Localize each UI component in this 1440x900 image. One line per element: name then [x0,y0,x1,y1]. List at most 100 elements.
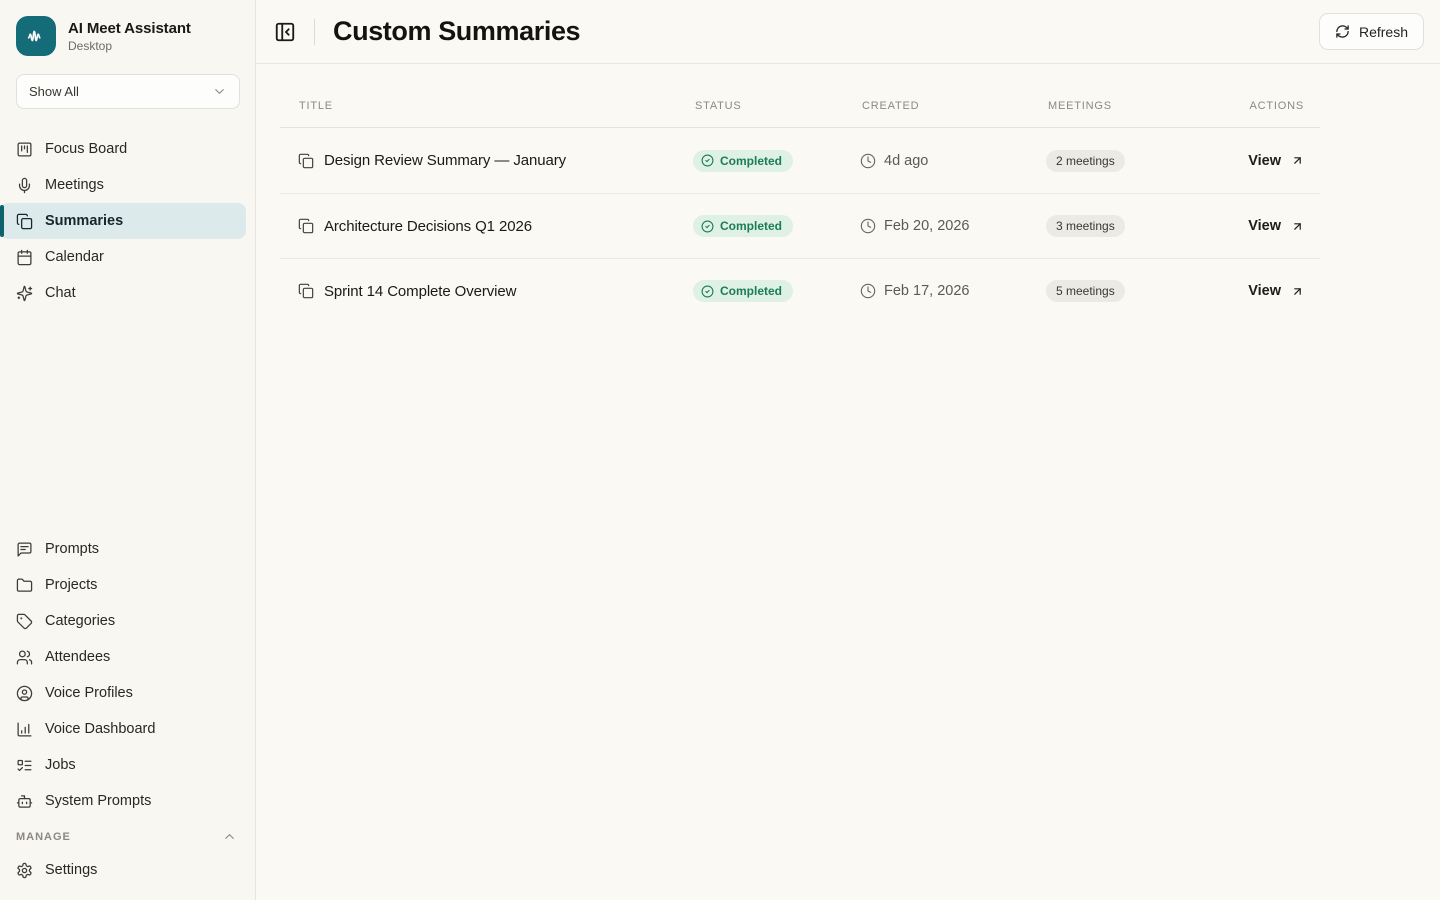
refresh-label: Refresh [1358,23,1408,40]
sidebar-item-focus-board[interactable]: Focus Board [0,131,246,167]
sidebar-item-label: Categories [45,613,116,629]
sidebar: AI Meet Assistant Desktop Show All Focus… [0,0,256,900]
status-text: Completed [720,219,783,233]
meetings-cell: 3 meetings [1046,215,1200,237]
sidebar-item-categories[interactable]: Categories [0,603,246,639]
refresh-button[interactable]: Refresh [1318,13,1424,50]
clock-icon [860,153,876,169]
sidebar-item-label: Attendees [45,649,111,665]
arrow-up-right-icon [1291,285,1304,298]
show-all-value: Show All [29,84,79,99]
chart-column-icon [16,721,33,738]
folder-icon [16,577,33,594]
view-label: View [1248,152,1281,169]
meetings-cell: 2 meetings [1046,149,1200,172]
sidebar-item-label: Voice Dashboard [45,721,156,737]
view-link[interactable]: View [1248,283,1304,299]
check-circle-icon [701,285,714,298]
main-area: Custom Summaries Refresh TITLE STATUS CR… [256,0,1440,900]
sidebar-item-voice-profiles[interactable]: Voice Profiles [0,675,246,711]
sidebar-item-meetings[interactable]: Meetings [0,167,246,203]
app-logo [16,16,56,56]
sidebar-spacer [0,311,255,531]
title-cell: Sprint 14 Complete Overview [280,283,693,300]
waveform-icon [25,25,47,47]
summary-title: Sprint 14 Complete Overview [324,282,517,300]
summaries-table: TITLE STATUS CREATED MEETINGS ACTIONS De… [280,84,1320,323]
view-label: View [1248,218,1281,234]
sidebar-item-label: Prompts [45,541,99,557]
users-icon [16,649,33,666]
created-cell: 4d ago [860,153,1046,169]
column-header-status: STATUS [695,99,742,112]
copy-icon [16,213,33,230]
show-all-select[interactable]: Show All [16,74,240,109]
check-circle-icon [701,154,714,167]
created-cell: Feb 20, 2026 [860,218,1046,234]
sparkles-icon [16,285,33,302]
sidebar-item-label: Projects [45,577,98,593]
sidebar-item-summaries[interactable]: Summaries [0,203,246,239]
table-row: Sprint 14 Complete Overview Completed Fe… [280,258,1320,323]
chevron-down-icon [212,84,227,99]
sidebar-item-chat[interactable]: Chat [0,275,246,311]
sidebar-item-label: Summaries [45,213,124,229]
view-link[interactable]: View [1248,153,1304,169]
app-title: AI Meet Assistant [68,19,191,37]
status-cell: Completed [693,149,860,172]
sidebar-item-system-prompts[interactable]: System Prompts [0,783,246,819]
sidebar-item-voice-dashboard[interactable]: Voice Dashboard [0,711,246,747]
status-badge: Completed [693,215,794,237]
sidebar-item-label: Meetings [45,177,104,193]
calendar-icon [16,249,33,266]
app-subtitle: Desktop [68,38,113,53]
actions-cell: View [1200,283,1320,299]
created-date: 4d ago [884,152,929,169]
summary-title: Design Review Summary — January [324,152,566,169]
status-cell: Completed [693,280,860,302]
clock-icon [860,283,876,299]
status-cell: Completed [693,215,860,237]
manage-section-header[interactable]: MANAGE [0,819,255,852]
meetings-count-badge: 3 meetings [1046,215,1125,237]
view-link[interactable]: View [1248,218,1304,234]
column-header-title: TITLE [299,99,333,112]
user-circle-icon [16,685,33,702]
brand-text: AI Meet Assistant Desktop [68,20,191,53]
content-area: TITLE STATUS CREATED MEETINGS ACTIONS De… [256,64,1440,343]
sidebar-item-jobs[interactable]: Jobs [0,747,246,783]
copy-icon [298,218,314,234]
app-brand: AI Meet Assistant Desktop [0,16,255,56]
topbar: Custom Summaries Refresh [256,0,1440,64]
sidebar-item-projects[interactable]: Projects [0,567,246,603]
clock-icon [860,218,876,234]
sidebar-item-label: Focus Board [45,141,128,157]
sidebar-item-label: Voice Profiles [45,685,133,701]
meetings-count-badge: 2 meetings [1046,149,1125,172]
sidebar-item-settings[interactable]: Settings [0,852,246,888]
tag-icon [16,613,33,630]
mic-icon [16,177,33,194]
meetings-count-badge: 5 meetings [1046,280,1125,302]
status-text: Completed [720,284,783,298]
created-cell: Feb 17, 2026 [860,283,1046,299]
manage-label: MANAGE [16,830,71,843]
copy-icon [298,283,314,299]
sidebar-item-label: System Prompts [45,793,152,809]
arrow-up-right-icon [1291,220,1304,233]
sidebar-item-label: Jobs [45,757,76,773]
sidebar-item-attendees[interactable]: Attendees [0,639,246,675]
table-row: Design Review Summary — January Complete… [280,128,1320,193]
created-date: Feb 17, 2026 [884,283,970,299]
actions-cell: View [1200,218,1320,234]
column-header-actions: ACTIONS [1249,99,1304,112]
bot-icon [16,793,33,810]
sidebar-nav-secondary: Prompts Projects Categories Attendees Vo… [0,531,255,819]
refresh-icon [1335,24,1350,39]
status-text: Completed [720,153,783,168]
sidebar-item-prompts[interactable]: Prompts [0,531,246,567]
sidebar-toggle-button[interactable] [270,17,300,47]
header-divider [314,18,315,45]
sidebar-item-calendar[interactable]: Calendar [0,239,246,275]
